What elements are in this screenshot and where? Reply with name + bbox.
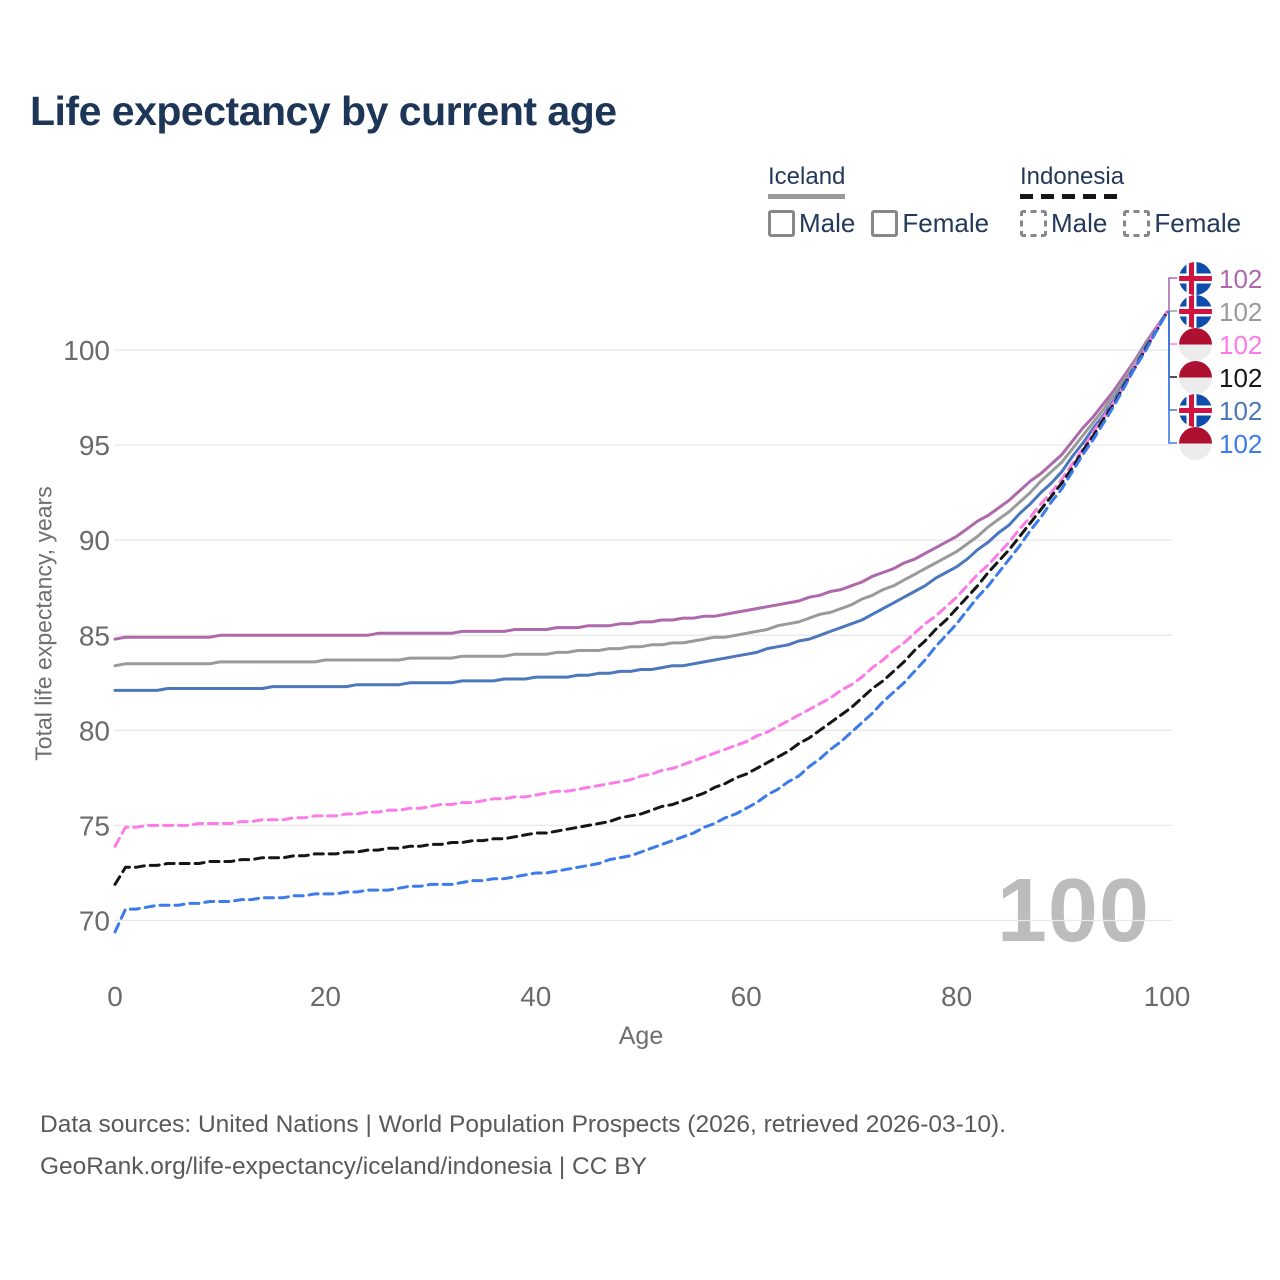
series-end-labels: 102 102 102 102 102 102: [1179, 262, 1262, 460]
series-line-iceland-male[interactable]: [113, 310, 1169, 692]
legend-label-male: Male: [799, 208, 856, 238]
page-title: Life expectancy by current age: [30, 88, 617, 134]
y-tick-label: 80: [79, 715, 110, 746]
y-tick-label: 85: [79, 620, 110, 651]
indonesia-flag-icon: [1179, 361, 1212, 394]
end-label-indonesia-female: 102: [1179, 328, 1262, 361]
iceland-male-swatch-icon: [768, 210, 795, 237]
end-value: 102: [1219, 428, 1263, 459]
x-tick-label: 20: [310, 981, 341, 1012]
legend-item-iceland-male[interactable]: Male: [768, 208, 855, 239]
series-line-indonesia-both[interactable]: [113, 310, 1169, 886]
end-value: 102: [1219, 296, 1263, 327]
x-tick-label: 60: [731, 981, 762, 1012]
end-label-iceland-male: 102: [1179, 394, 1262, 427]
iceland-flag-icon: [1179, 262, 1212, 295]
series-line-indonesia-female[interactable]: [113, 310, 1169, 848]
x-tick-label: 80: [941, 981, 972, 1012]
legend-item-indonesia-male[interactable]: Male: [1020, 208, 1107, 239]
y-tick-label: 95: [79, 430, 110, 461]
iceland-female-swatch-icon: [871, 210, 899, 237]
legend-label-female: Female: [1154, 208, 1242, 238]
leader-line-indonesia-male: [1167, 311, 1177, 444]
series-line-indonesia-male[interactable]: [113, 310, 1169, 934]
legend-group-indonesia: Indonesia Male Female: [1020, 163, 1241, 239]
iceland-flag-icon: [1179, 394, 1212, 427]
y-tick-label: 75: [79, 810, 110, 841]
x-axis-title: Age: [618, 1022, 664, 1050]
series-line-iceland-both[interactable]: [113, 310, 1169, 668]
end-label-indonesia-both: 102: [1179, 361, 1262, 394]
x-tick-label: 40: [520, 981, 551, 1012]
legend-country-iceland[interactable]: Iceland: [768, 163, 845, 199]
end-label-iceland-both: 102: [1179, 295, 1262, 328]
indonesia-female-swatch-icon: [1123, 210, 1151, 237]
end-value: 102: [1219, 263, 1263, 294]
indonesia-flag-icon: [1179, 427, 1212, 460]
y-tick-label: 100: [63, 335, 110, 366]
data-sources-line: Data sources: United Nations | World Pop…: [40, 1111, 1007, 1138]
legend-country-indonesia[interactable]: Indonesia: [1020, 163, 1124, 199]
age-counter-watermark: 100: [996, 861, 1150, 961]
leader-line-iceland-female: [1167, 277, 1177, 313]
end-value: 102: [1219, 362, 1263, 393]
y-tick-label: 70: [79, 906, 110, 937]
legend-group-iceland: Iceland Male Female: [768, 163, 989, 239]
end-value: 102: [1219, 395, 1263, 426]
iceland-flag-icon: [1179, 295, 1212, 328]
end-label-indonesia-male: 102: [1179, 427, 1262, 460]
footer: Data sources: United Nations | World Pop…: [40, 1104, 1006, 1188]
legend-item-iceland-female[interactable]: Female: [871, 208, 989, 239]
legend-label-male: Male: [1051, 208, 1108, 238]
legend-label-female: Female: [902, 208, 990, 238]
series-line-iceland-female[interactable]: [113, 310, 1169, 641]
y-tick-label: 90: [79, 525, 110, 556]
x-tick-label: 100: [1144, 981, 1191, 1012]
end-label-iceland-female: 102: [1179, 262, 1262, 295]
x-tick-label: 0: [107, 981, 123, 1012]
attribution-line: GeoRank.org/life-expectancy/iceland/indo…: [40, 1153, 647, 1180]
indonesia-male-swatch-icon: [1020, 210, 1047, 237]
legend-item-indonesia-female[interactable]: Female: [1123, 208, 1241, 239]
end-value: 102: [1219, 329, 1263, 360]
indonesia-flag-icon: [1179, 328, 1212, 361]
